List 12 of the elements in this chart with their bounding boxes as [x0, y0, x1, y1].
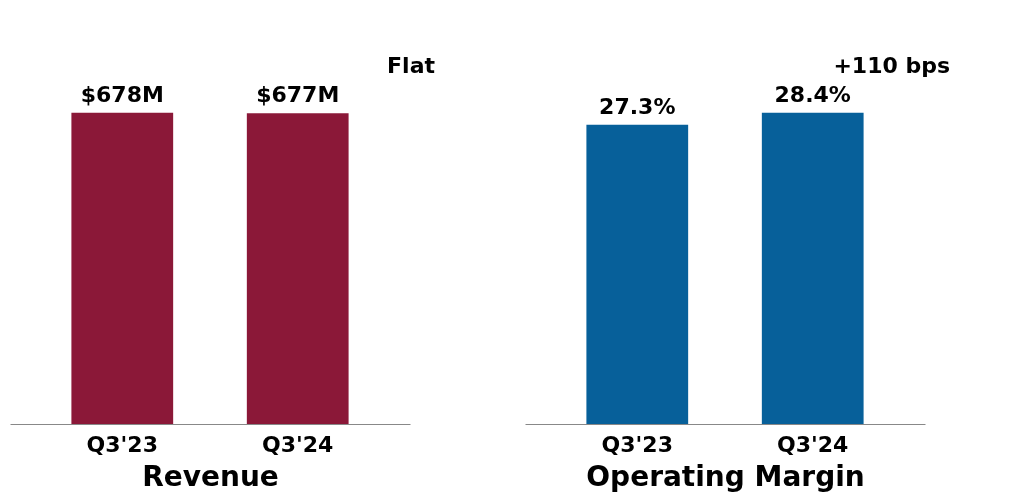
text: +110 bps: [833, 53, 950, 78]
data-label: 28.4%: [774, 81, 851, 107]
x-axis-title: Revenue: [142, 459, 279, 493]
x-tick-label: Q3'23: [86, 431, 158, 457]
x-tick-label: Q3'24: [262, 431, 334, 457]
x-tick-label: Q3'24: [777, 431, 849, 457]
data-label: 27.3%: [599, 93, 676, 119]
x-axis-title: Operating Margin: [586, 459, 865, 493]
text: Flat: [387, 53, 436, 78]
x-tick-label: Q3'23: [601, 431, 673, 457]
data-label: $677M: [256, 82, 340, 108]
data-label: $678M: [80, 81, 164, 107]
